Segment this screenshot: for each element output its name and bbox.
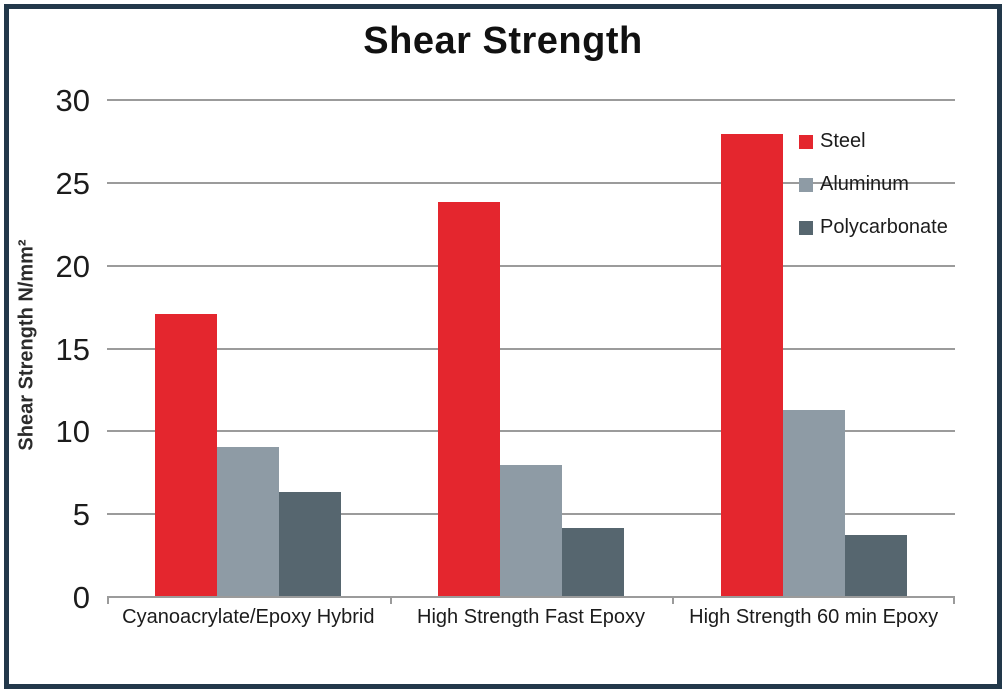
gridline-10 <box>107 430 955 433</box>
plot-area <box>107 99 955 604</box>
y-axis-tick-label: 20 <box>55 248 90 284</box>
bar-polycarbonate-category-1 <box>279 492 342 596</box>
legend-marker-polycarbonate <box>799 220 813 235</box>
x-axis-category-label: High Strength 60 min Epoxy <box>689 606 939 628</box>
bar-polycarbonate-category-2 <box>562 528 624 596</box>
x-axis-tick <box>953 597 955 604</box>
gridline-25 <box>107 181 955 184</box>
legend-item-steel: Steel <box>799 130 948 153</box>
bar-aluminum-category-1 <box>217 447 280 596</box>
legend-label: Aluminum <box>820 173 909 195</box>
bar-aluminum-category-3 <box>782 410 845 596</box>
x-axis-category-label: High Strength Fast Epoxy <box>417 606 645 628</box>
y-axis-tick-label: 10 <box>55 414 90 450</box>
bar-polycarbonate-category-3 <box>844 535 907 596</box>
legend-marker-aluminum <box>799 177 813 192</box>
y-axis-tick-label: 25 <box>55 165 90 201</box>
x-axis-tick <box>107 597 109 604</box>
y-axis-tick-label: 15 <box>55 331 90 367</box>
gridline-15 <box>107 347 955 350</box>
y-axis-tick-label: 0 <box>72 580 90 615</box>
legend-item-aluminum: Aluminum <box>799 173 948 196</box>
gridline-30 <box>107 99 955 101</box>
legend-label: Steel <box>820 130 866 152</box>
legend-label: Polycarbonate <box>820 216 948 238</box>
x-axis-category-label: Cyanoacrylate/Epoxy Hybrid <box>122 606 375 628</box>
y-axis-tick-label: 30 <box>55 83 90 118</box>
y-axis-tick-label: 5 <box>72 497 90 533</box>
gridline-20 <box>107 264 955 267</box>
bar-aluminum-category-2 <box>500 465 562 596</box>
bar-steel-category-1 <box>155 314 218 596</box>
x-axis-tick <box>390 597 392 604</box>
chart-title: Shear Strength <box>363 20 643 62</box>
legend-item-polycarbonate: Polycarbonate <box>799 216 948 239</box>
legend: Steel Aluminum Polycarbonate <box>799 130 948 259</box>
x-axis-tick <box>672 597 674 604</box>
bar-steel-category-3 <box>720 134 783 596</box>
x-axis-line <box>107 596 955 598</box>
bar-steel-category-2 <box>438 202 500 596</box>
legend-marker-steel <box>799 134 813 149</box>
